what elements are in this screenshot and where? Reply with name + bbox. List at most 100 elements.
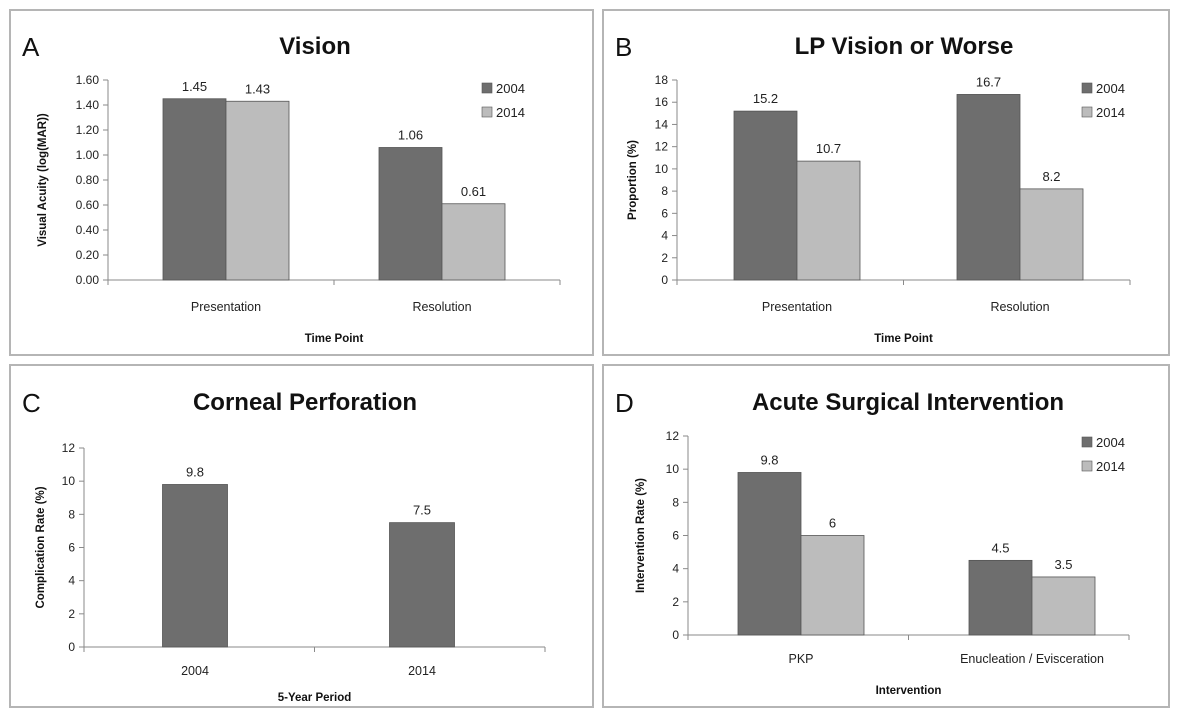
- bar-value-label: 1.06: [398, 128, 423, 143]
- bar: [441, 203, 506, 281]
- x-category-label: PKP: [788, 652, 813, 666]
- legend-label: 2004: [1096, 81, 1125, 96]
- legend-label: 2004: [496, 81, 525, 96]
- panel-letter: D: [615, 388, 634, 418]
- legend-label: 2014: [1096, 459, 1125, 474]
- chart-panel-c: C Corneal Perforation 0 2 4 6 8 10 12 2004 2014 9.8…: [9, 364, 594, 708]
- x-category-label: 2004: [181, 664, 209, 678]
- x-axis-title: Time Point: [874, 333, 933, 345]
- y-tick-label: 0.20: [76, 248, 100, 262]
- y-axis-title: Proportion (%): [627, 140, 639, 220]
- panel-letter: B: [615, 32, 632, 62]
- y-tick-label: 14: [655, 117, 669, 131]
- bar: [968, 559, 1033, 636]
- y-tick-label: 1.20: [76, 123, 100, 137]
- bar: [733, 110, 798, 281]
- bar: [737, 472, 802, 636]
- panel-border: [602, 9, 1170, 356]
- legend-swatch: [1081, 82, 1093, 94]
- x-axis-title: Time Point: [305, 333, 364, 345]
- y-tick-label: 8: [672, 495, 679, 509]
- y-tick-label: 10: [655, 162, 669, 176]
- bar-value-label: 15.2: [753, 91, 778, 106]
- y-tick-label: 1.00: [76, 148, 100, 162]
- y-tick-label: 8: [68, 507, 75, 521]
- y-tick-label: 2: [68, 607, 75, 621]
- bar-value-label: 8.2: [1042, 169, 1060, 184]
- bar: [162, 484, 228, 648]
- bar: [1031, 576, 1096, 636]
- bar-value-label: 10.7: [816, 141, 841, 156]
- panel-border: [9, 9, 594, 356]
- legend-label: 2014: [496, 105, 525, 120]
- x-axis-title: Intervention: [876, 685, 942, 697]
- y-tick-label: 6: [672, 529, 679, 543]
- bar-value-label: 1.43: [245, 81, 270, 96]
- bar-value-label: 9.8: [760, 452, 778, 467]
- legend-label: 2014: [1096, 105, 1125, 120]
- y-tick-label: 12: [62, 441, 76, 455]
- y-axis-title: Visual Acuity (log(MAR)): [37, 113, 49, 247]
- chart-title: LP Vision or Worse: [795, 33, 1014, 60]
- legend-swatch: [1081, 106, 1093, 118]
- y-tick-label: 0.00: [76, 273, 100, 287]
- bar-value-label: 16.7: [976, 74, 1001, 89]
- bar: [800, 535, 865, 636]
- chart-panel-d: D Acute Surgical Intervention 0 2 4 6 8 10 12 PKP…: [602, 364, 1170, 708]
- y-tick-label: 10: [666, 462, 680, 476]
- bar: [956, 94, 1021, 281]
- legend-label: 2004: [1096, 435, 1125, 450]
- chart-title: Vision: [279, 33, 351, 60]
- bar-value-label: 6: [829, 516, 836, 531]
- x-category-label: Resolution: [412, 300, 471, 314]
- y-tick-label: 1.40: [76, 98, 100, 112]
- bar: [389, 522, 455, 648]
- x-category-label: Enucleation / Evisceration: [960, 652, 1104, 666]
- bar-value-label: 9.8: [186, 464, 204, 479]
- bar-value-label: 0.61: [461, 184, 486, 199]
- y-tick-label: 0.60: [76, 198, 100, 212]
- bar-value-label: 7.5: [413, 503, 431, 518]
- y-tick-label: 0.80: [76, 173, 100, 187]
- bar-value-label: 4.5: [991, 540, 1009, 555]
- bar: [378, 147, 443, 281]
- legend-swatch: [1081, 436, 1093, 448]
- legend: 2004 2014: [481, 81, 525, 120]
- bar: [796, 160, 861, 281]
- chart-panel-b: B LP Vision or Worse 0 2 4 6 8 10 12 14 16 18 Presen…: [602, 9, 1170, 356]
- panel-border: [9, 364, 594, 708]
- y-tick-label: 10: [62, 474, 76, 488]
- legend-swatch: [1081, 460, 1093, 472]
- y-tick-label: 0: [661, 273, 668, 287]
- y-tick-label: 8: [661, 184, 668, 198]
- y-tick-label: 16: [655, 95, 669, 109]
- y-tick-label: 6: [661, 206, 668, 220]
- y-tick-label: 4: [661, 229, 668, 243]
- bar-value-label: 1.45: [182, 79, 207, 94]
- bar: [1019, 188, 1084, 281]
- legend-swatch: [481, 106, 493, 118]
- chart-title: Corneal Perforation: [193, 389, 417, 416]
- legend: 2004 2014: [1081, 81, 1125, 120]
- panel-letter: A: [22, 32, 40, 62]
- legend: 2004 2014: [1081, 435, 1125, 474]
- chart-panel-a: A Vision 0.00 0.20 0.40 0.60 0.80 1.00 1.20 1.40 1…: [9, 9, 594, 356]
- y-tick-label: 4: [68, 574, 75, 588]
- x-category-label: 2014: [408, 664, 436, 678]
- chart-title: Acute Surgical Intervention: [752, 389, 1064, 416]
- y-tick-label: 6: [68, 541, 75, 555]
- y-axis-title: Intervention Rate (%): [635, 478, 647, 593]
- panel-letter: C: [22, 388, 41, 418]
- y-tick-label: 1.60: [76, 73, 100, 87]
- legend-swatch: [481, 82, 493, 94]
- y-tick-label: 12: [655, 140, 669, 154]
- y-tick-label: 0: [672, 628, 679, 642]
- x-category-label: Resolution: [990, 300, 1049, 314]
- panel-border: [602, 364, 1170, 708]
- bar: [162, 98, 227, 281]
- bar: [225, 100, 290, 281]
- y-tick-label: 2: [672, 595, 679, 609]
- y-tick-label: 18: [655, 73, 669, 87]
